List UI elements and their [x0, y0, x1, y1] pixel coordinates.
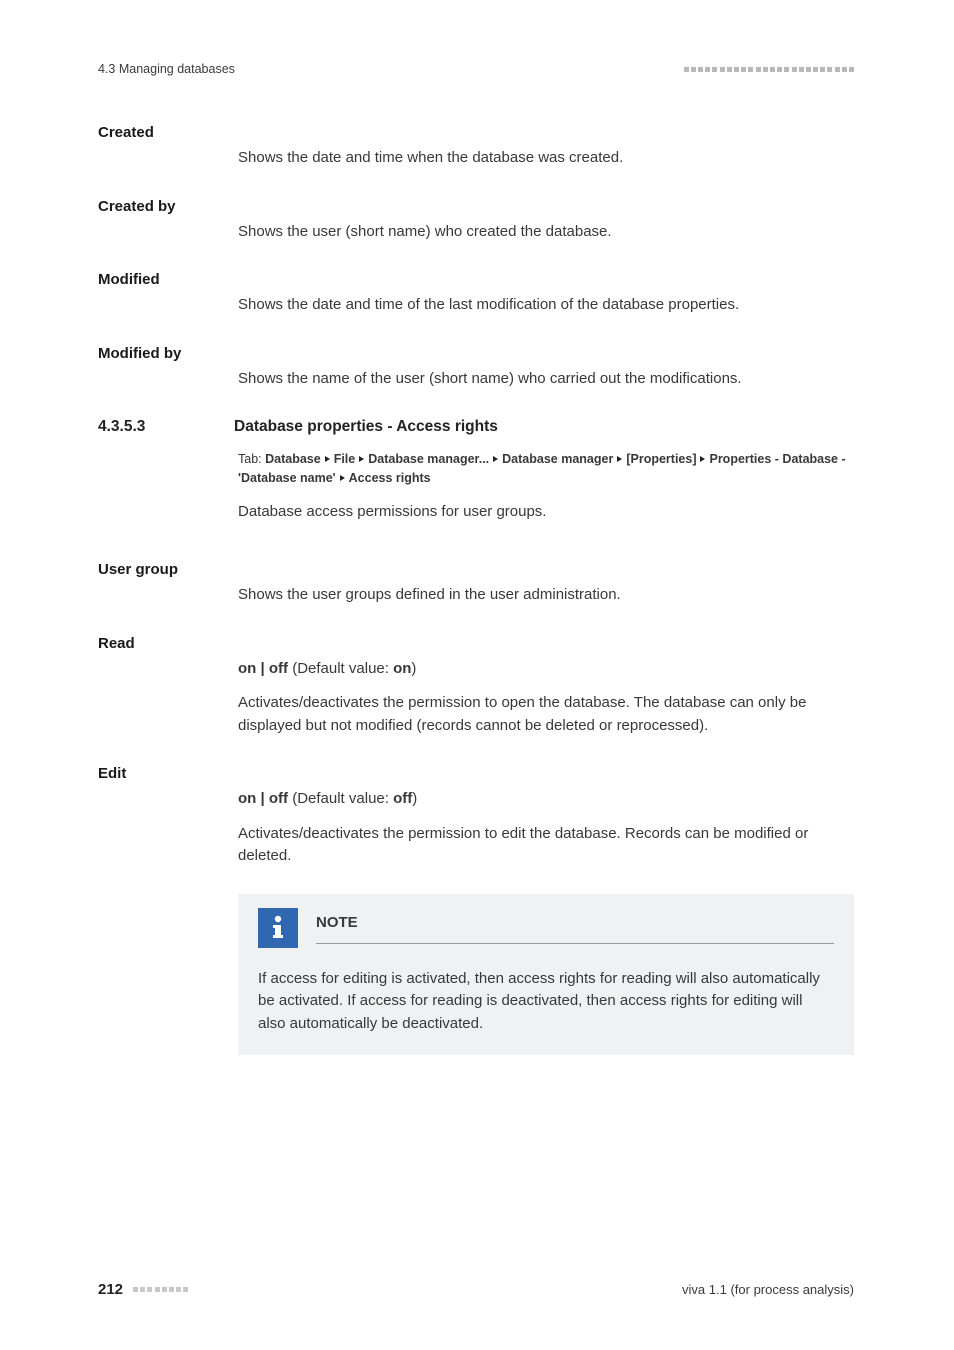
- note-title: NOTE: [316, 912, 834, 944]
- info-icon: [258, 908, 298, 948]
- field-createdby-label: Created by: [98, 198, 854, 215]
- chevron-right-icon: [340, 475, 345, 481]
- chevron-right-icon: [617, 456, 622, 462]
- breadcrumb-item: File: [334, 452, 356, 466]
- header-section-crumb: 4.3 Managing databases: [98, 62, 235, 76]
- breadcrumb-item: Database manager: [502, 452, 613, 466]
- footer-page-number: 212: [98, 1281, 123, 1298]
- page-footer: 212 viva 1.1 (for process analysis): [98, 1281, 854, 1298]
- field-edit-label: Edit: [98, 765, 854, 782]
- field-modifiedby-desc: Shows the name of the user (short name) …: [238, 368, 854, 391]
- footer-right-text: viva 1.1 (for process analysis): [682, 1282, 854, 1297]
- footer-dots: [133, 1287, 188, 1292]
- read-onoff: on | off (Default value: on): [238, 658, 854, 681]
- header-dots: [684, 67, 854, 72]
- breadcrumb-item: [Properties]: [626, 452, 696, 466]
- section-number: 4.3.5.3: [98, 418, 234, 436]
- chevron-right-icon: [700, 456, 705, 462]
- field-modified-desc: Shows the date and time of the last modi…: [238, 294, 854, 317]
- breadcrumb-lead: Tab:: [238, 452, 265, 466]
- field-usergroup-label: User group: [98, 561, 854, 578]
- note-box: NOTE If access for editing is activated,…: [238, 894, 854, 1056]
- breadcrumb-item: Access rights: [349, 471, 431, 485]
- field-created-label: Created: [98, 124, 854, 141]
- field-modifiedby-label: Modified by: [98, 345, 854, 362]
- field-edit-desc: Activates/deactivates the permission to …: [238, 823, 854, 868]
- breadcrumb-item: Database manager...: [368, 452, 489, 466]
- breadcrumb-item: Database: [265, 452, 321, 466]
- section-heading: 4.3.5.3Database properties - Access righ…: [98, 418, 854, 436]
- section-title: Database properties - Access rights: [234, 418, 498, 435]
- field-modified-label: Modified: [98, 271, 854, 288]
- note-body: If access for editing is activated, then…: [258, 968, 834, 1036]
- section-intro: Database access permissions for user gro…: [238, 501, 854, 524]
- field-read-desc: Activates/deactivates the permission to …: [238, 692, 854, 737]
- chevron-right-icon: [325, 456, 330, 462]
- breadcrumb: Tab: Database File Database manager... Data…: [238, 450, 854, 489]
- field-createdby-desc: Shows the user (short name) who created …: [238, 221, 854, 244]
- chevron-right-icon: [493, 456, 498, 462]
- chevron-right-icon: [359, 456, 364, 462]
- field-created-desc: Shows the date and time when the databas…: [238, 147, 854, 170]
- edit-onoff: on | off (Default value: off): [238, 788, 854, 811]
- field-usergroup-desc: Shows the user groups defined in the use…: [238, 584, 854, 607]
- field-read-label: Read: [98, 635, 854, 652]
- page-header: 4.3 Managing databases: [98, 62, 854, 76]
